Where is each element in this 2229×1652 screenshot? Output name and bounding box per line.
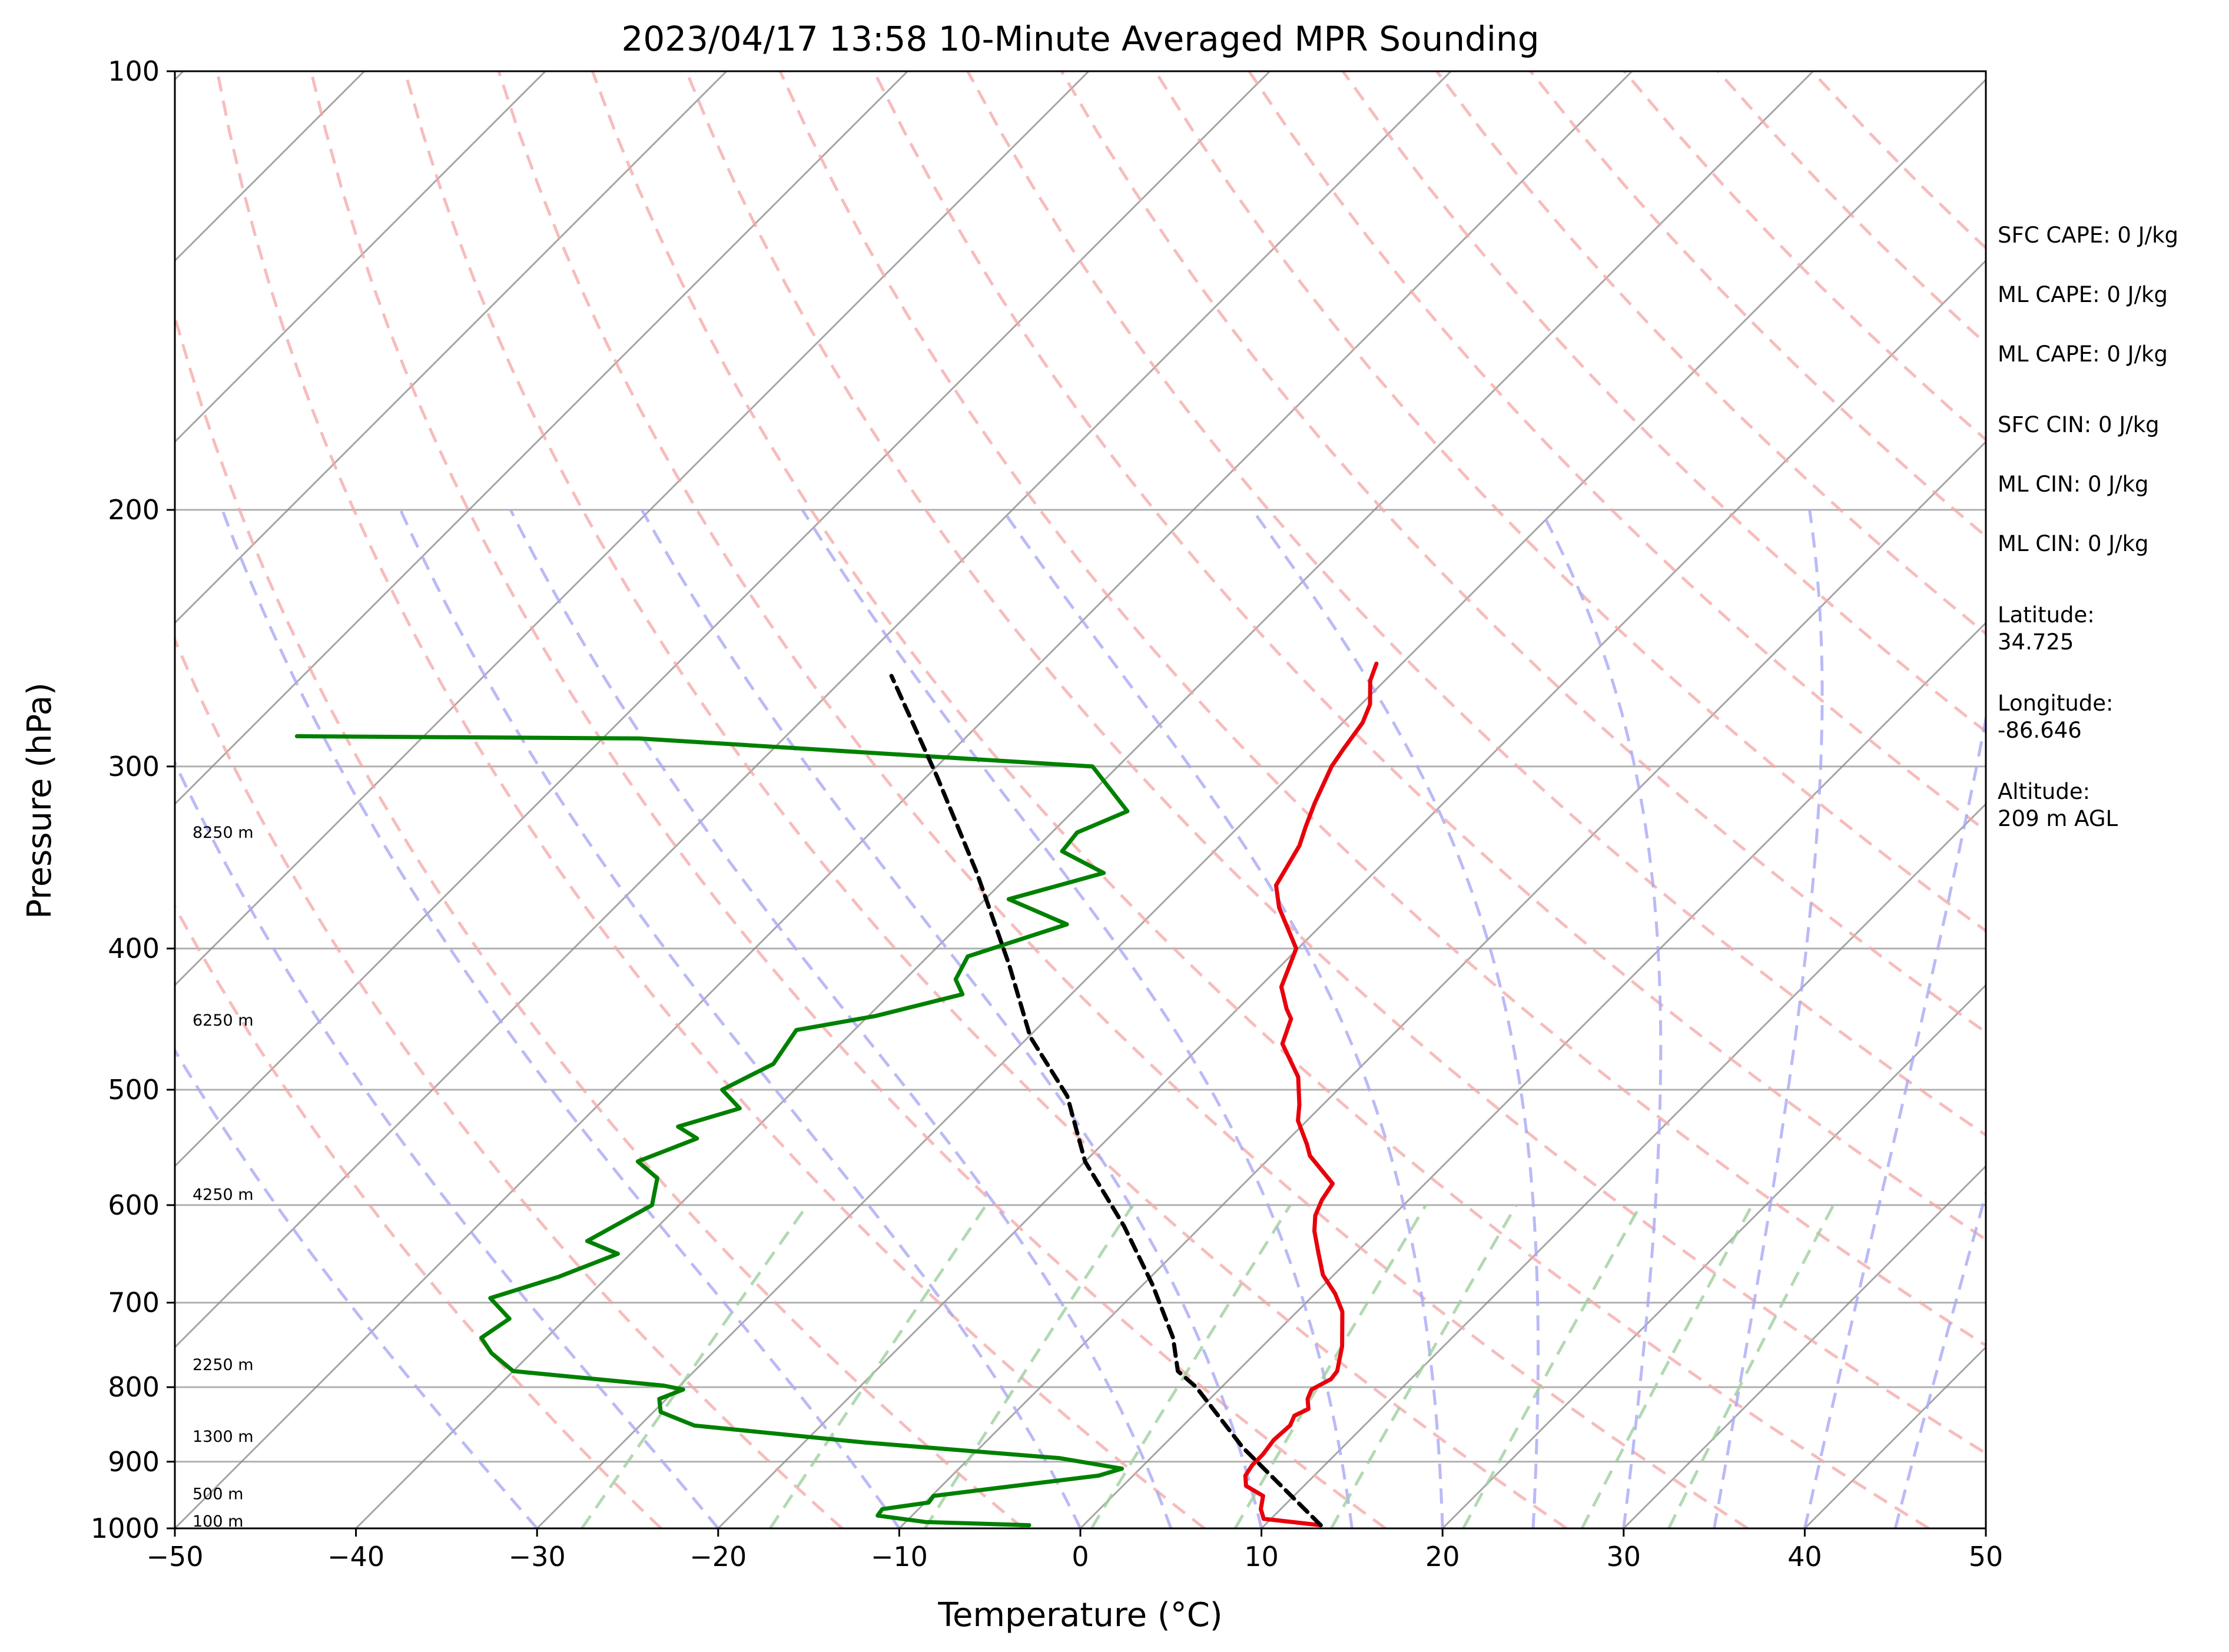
dry-adiabat-380 [1154, 71, 1986, 933]
x-tick-label-4: −10 [871, 1541, 928, 1573]
y-axis-title: Pressure (hPa) [21, 682, 59, 919]
isotherm--20 [717, 259, 1986, 1528]
dry-adiabat-360 [966, 71, 1986, 1137]
x-tick-label-3: −20 [689, 1541, 747, 1573]
mixing-ratio-1 [769, 1204, 987, 1528]
isotherm-0 [1079, 621, 1986, 1528]
y-tick-label-1: 900 [108, 1446, 160, 1478]
moist-adiabat-30 [1539, 509, 1663, 1528]
dry-adiabat-390 [1248, 71, 1986, 833]
ml-cape-text-2: ML CAPE: 0 J/kg [1998, 341, 2168, 367]
mixing-ratio-16 [1462, 1204, 1642, 1528]
x-tick-label-8: 30 [1607, 1541, 1641, 1573]
dry-adiabat-330 [685, 71, 1986, 1455]
longitude-label: Longitude: [1998, 691, 2114, 716]
x-tick-label-6: 10 [1244, 1541, 1279, 1573]
altitude-value: 209 m AGL [1998, 806, 2118, 831]
height-label-3: 2250 m [193, 1356, 254, 1374]
sfc-cape-text: SFC CAPE: 0 J/kg [1998, 223, 2178, 248]
isotherm-10 [1261, 802, 1986, 1528]
y-tick-label-3: 700 [108, 1287, 160, 1319]
dry-adiabat-250 [175, 903, 662, 1528]
chart-title: 2023/04/17 13:58 10-Minute Averaged MPR … [621, 19, 1539, 59]
mixing-ratio-0.4 [581, 1204, 809, 1528]
dry-adiabat-340 [778, 71, 1986, 1348]
longitude-value: -86.646 [1998, 718, 2082, 743]
y-tick-label-2: 800 [108, 1371, 160, 1403]
y-tick-label-4: 600 [108, 1189, 160, 1221]
y-tick-label-0: 1000 [91, 1512, 160, 1544]
moist-adiabat-0 [399, 509, 1082, 1528]
isotherm--40 [355, 71, 1814, 1528]
mixing-ratio-2 [923, 1204, 1135, 1528]
isotherm-20 [1442, 984, 1986, 1528]
moist-adiabat-40 [1803, 711, 1986, 1528]
y-tick-label-9: 100 [108, 55, 160, 87]
x-tick-label-7: 20 [1425, 1541, 1460, 1573]
x-tick-label-2: −30 [509, 1541, 566, 1573]
isotherm--30 [536, 78, 1986, 1528]
mixing-ratio-4 [1090, 1204, 1292, 1528]
dry-adiabat-310 [497, 71, 1749, 1528]
mixing-ratio-10 [1329, 1204, 1518, 1528]
x-tick-label-1: −40 [327, 1541, 384, 1573]
height-label-5: 6250 m [193, 1011, 254, 1030]
altitude-label: Altitude: [1998, 779, 2090, 804]
moist-adiabat-35 [1713, 509, 1824, 1528]
isotherm--110 [175, 71, 546, 443]
x-axis: −50 −40 −30 −20 −10 0 10 20 30 40 50 [146, 1528, 2003, 1573]
isotherm--80 [175, 71, 1090, 987]
y-tick-label-6: 400 [108, 933, 160, 964]
x-tick-label-10: 50 [1969, 1541, 2004, 1573]
isotherm--60 [175, 71, 1452, 1349]
parcel-path [889, 674, 1323, 1528]
moist-adiabat-10 [641, 509, 1263, 1528]
mixing-ratio-24 [1580, 1204, 1754, 1528]
dry-adiabat-320 [591, 71, 1930, 1528]
moist-adiabat-15 [801, 509, 1354, 1528]
moist-adiabat-20 [1001, 509, 1444, 1528]
ml-cape-text: ML CAPE: 0 J/kg [1998, 282, 2168, 307]
dry-adiabat-290 [309, 71, 1387, 1528]
height-label-1: 500 m [193, 1485, 243, 1503]
isotherm--10 [898, 440, 1986, 1528]
ml-cin-text-2: ML CIN: 0 J/kg [1998, 531, 2149, 556]
height-label-2: 1300 m [193, 1428, 254, 1446]
dewpoint-profile [294, 734, 1130, 1528]
dry-adiabat-260 [175, 636, 844, 1528]
isotherm--70 [175, 71, 1271, 1167]
isotherm-30 [1623, 1165, 1986, 1528]
moist-adiabat-25 [1251, 509, 1540, 1528]
y-axis: 1000 900 800 700 600 500 400 300 200 100 [91, 55, 175, 1544]
latitude-label: Latitude: [1998, 602, 2095, 628]
height-label-6: 8250 m [193, 824, 254, 842]
y-tick-label-8: 200 [108, 494, 160, 526]
dry-adiabat-400 [1341, 71, 1986, 734]
x-tick-label-9: 40 [1787, 1541, 1822, 1573]
sfc-cin-text: SFC CIN: 0 J/kg [1998, 412, 2160, 437]
info-panel: SFC CAPE: 0 J/kg ML CAPE: 0 J/kg ML CAPE… [1998, 223, 2178, 831]
dry-adiabat-350 [873, 71, 1986, 1242]
height-label-4: 4250 m [193, 1186, 254, 1204]
y-tick-label-7: 300 [108, 751, 160, 782]
dry-adiabat-300 [403, 71, 1568, 1528]
isotherm--90 [175, 71, 908, 805]
moist-adiabat-45 [1893, 1189, 1986, 1528]
dry-adiabat-270 [175, 311, 1024, 1528]
mixing-ratio-32 [1667, 1204, 1835, 1528]
temperature-profile [1243, 661, 1379, 1528]
x-tick-label-5: 0 [1072, 1541, 1089, 1573]
x-tick-label-0: −50 [146, 1541, 203, 1573]
ml-cin-text: ML CIN: 0 J/kg [1998, 472, 2149, 497]
y-tick-label-5: 500 [108, 1074, 160, 1106]
dry-adiabat-370 [1060, 71, 1986, 1034]
dry-adiabat-280 [215, 71, 1206, 1528]
latitude-value: 34.725 [1998, 629, 2074, 655]
isotherm--100 [175, 71, 728, 625]
x-axis-title: Temperature (°C) [937, 1596, 1222, 1634]
